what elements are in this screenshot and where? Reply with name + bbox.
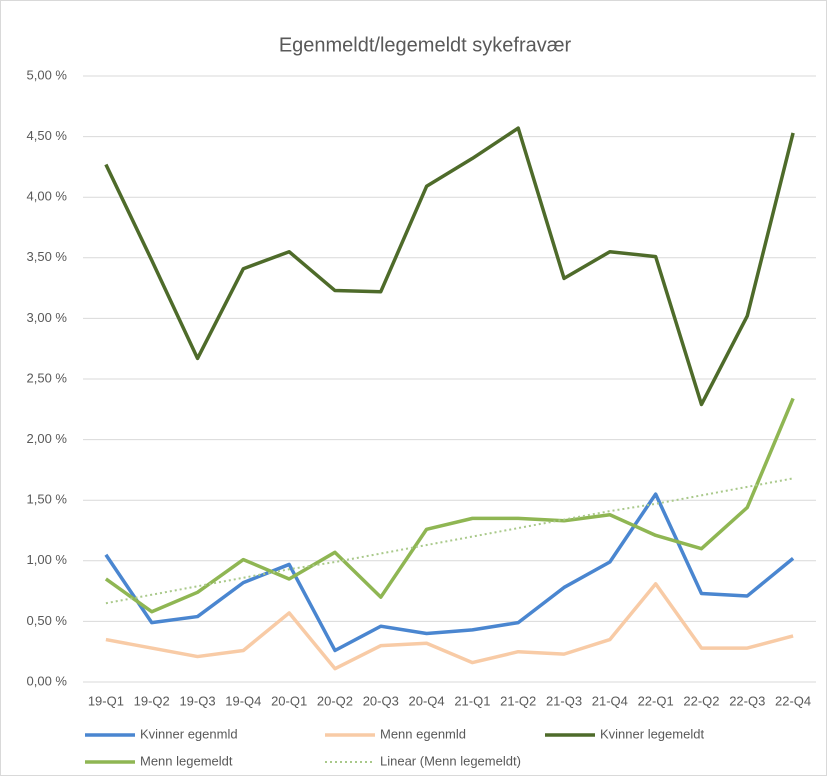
x-tick-label: 21-Q2: [500, 693, 536, 708]
x-tick-label: 19-Q3: [179, 693, 215, 708]
legend-label: Linear (Menn legemeldt): [380, 753, 521, 768]
x-tick-label: 19-Q4: [225, 693, 261, 708]
x-tick-label: 22-Q3: [729, 693, 765, 708]
y-tick-label: 4,50 %: [27, 128, 68, 143]
x-tick-label: 22-Q2: [683, 693, 719, 708]
x-tick-label: 20-Q1: [271, 693, 307, 708]
y-tick-label: 2,00 %: [27, 431, 68, 446]
legend-label: Menn egenmld: [380, 726, 466, 741]
y-tick-label: 2,50 %: [27, 370, 68, 385]
legend-label: Menn legemeldt: [140, 753, 233, 768]
series-line: [105, 582, 794, 671]
x-tick-label: 19-Q1: [88, 693, 124, 708]
y-tick-label: 5,00 %: [27, 67, 68, 82]
y-tick-label: 0,50 %: [27, 613, 68, 628]
y-tick-label: 3,50 %: [27, 249, 68, 264]
x-tick-label: 20-Q4: [409, 693, 445, 708]
x-tick-label: 19-Q2: [134, 693, 170, 708]
x-tick-label: 21-Q1: [454, 693, 490, 708]
series-line: [104, 126, 795, 407]
x-tick-label: 20-Q2: [317, 693, 353, 708]
x-tick-label: 22-Q4: [775, 693, 811, 708]
series-line: [104, 397, 795, 614]
x-tick-label: 21-Q3: [546, 693, 582, 708]
y-tick-label: 0,00 %: [27, 673, 68, 688]
trend-line: [105, 477, 794, 605]
y-tick-label: 4,00 %: [27, 189, 68, 204]
y-tick-label: 3,00 %: [27, 310, 68, 325]
legend-label: Kvinner egenmld: [140, 726, 238, 741]
legend-label: Kvinner legemeldt: [600, 726, 704, 741]
x-tick-label: 22-Q1: [638, 693, 674, 708]
x-tick-label: 20-Q3: [363, 693, 399, 708]
y-tick-label: 1,00 %: [27, 552, 68, 567]
chart-title: Egenmeldt/legemeldt sykefravær: [279, 34, 572, 56]
y-tick-label: 1,50 %: [27, 492, 68, 507]
x-tick-label: 21-Q4: [592, 693, 628, 708]
